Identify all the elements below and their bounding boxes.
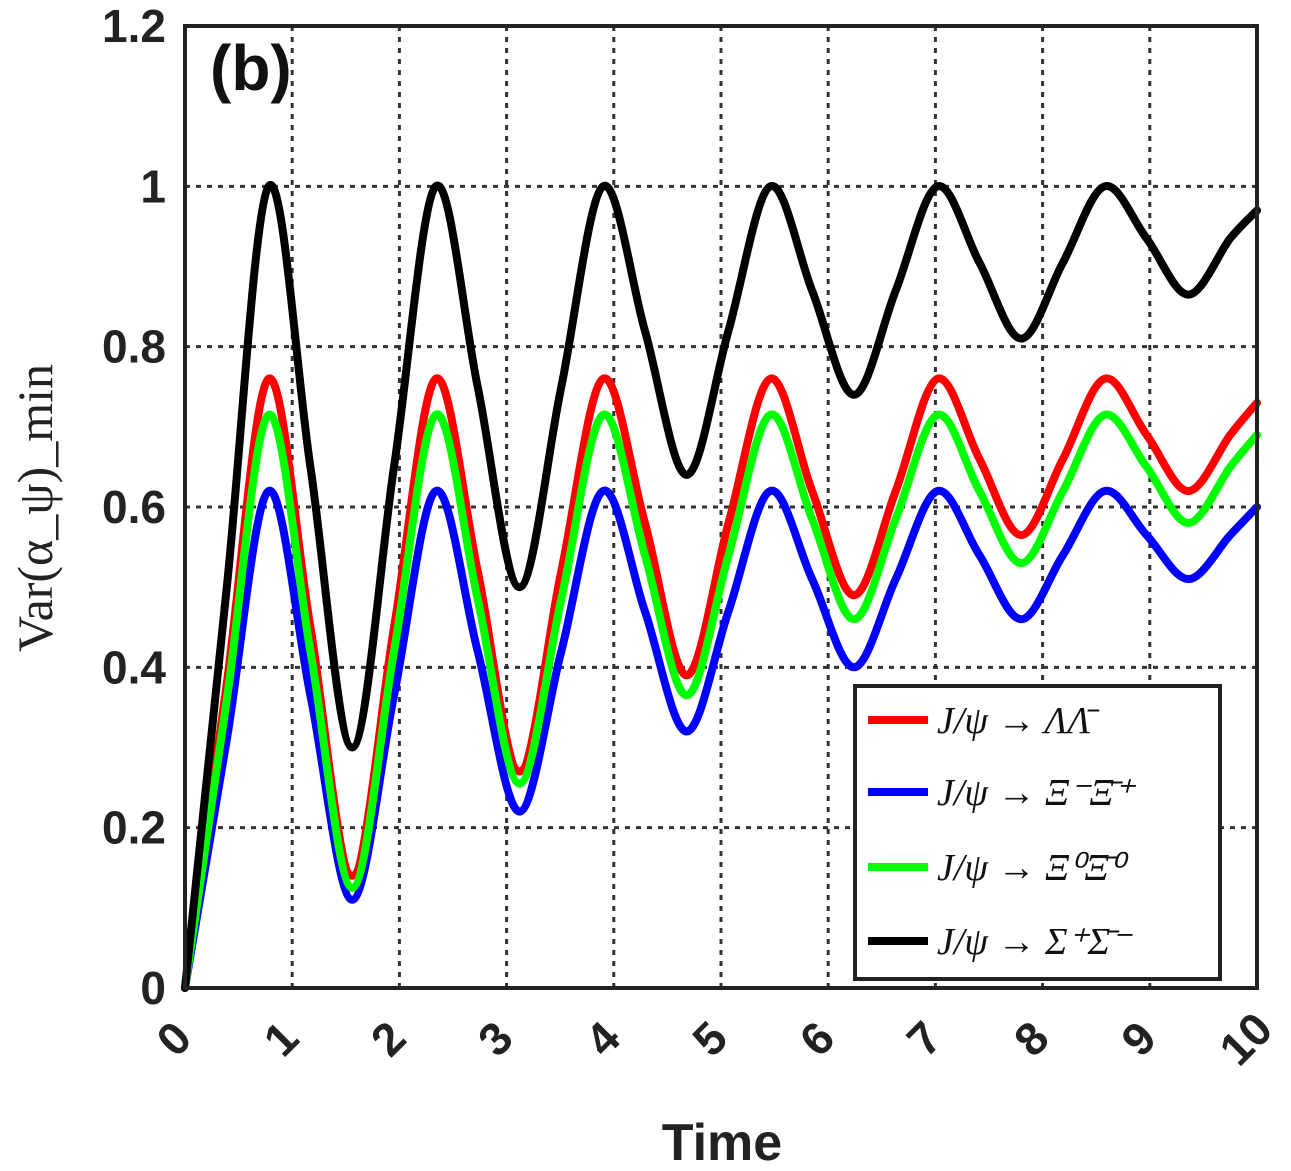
y-tick-label-6: 1.2	[102, 0, 166, 52]
x-tick-label-4: 4	[575, 1011, 630, 1066]
x-ticks: 0 1 2 3 4 5 6 7 8 9 10	[146, 1002, 1282, 1075]
series-group	[181, 180, 1261, 992]
y-tick-label-3: 0.6	[102, 481, 166, 533]
y-tick-label-1: 0.2	[102, 802, 166, 854]
x-tick-label-10: 10	[1209, 1002, 1282, 1075]
series-line-2	[181, 410, 1261, 992]
legend-box	[853, 684, 1222, 981]
series-line-3	[181, 180, 1261, 992]
x-tick-label-0: 0	[146, 1011, 201, 1066]
x-tick-label-7: 7	[897, 1011, 952, 1066]
x-tick-label-1: 1	[253, 1011, 308, 1066]
legend-entry-0: J/ψ → ΛΛ̄	[937, 700, 1100, 742]
x-axis-label: Time	[662, 1114, 782, 1171]
y-axis-label: Var(α_ψ)_min	[7, 364, 63, 652]
x-tick-label-3: 3	[468, 1011, 523, 1066]
x-tick-label-8: 8	[1004, 1011, 1059, 1066]
y-tick-label-5: 1	[140, 160, 166, 212]
x-tick-label-5: 5	[682, 1011, 737, 1066]
legend-entry-1: J/ψ → Ξ⁻Ξ̄⁺	[937, 772, 1137, 814]
panel-label: (b)	[210, 32, 292, 104]
x-tick-label-6: 6	[789, 1011, 844, 1066]
y-tick-label-0: 0	[140, 962, 166, 1014]
x-tick-label-9: 9	[1111, 1011, 1166, 1066]
legend: J/ψ → ΛΛ̄ J/ψ → Ξ⁻Ξ̄⁺ J/ψ → Ξ⁰Ξ̄⁰ J/ψ → …	[853, 684, 1222, 981]
axes-box	[183, 24, 1259, 990]
y-tick-label-4: 0.8	[102, 321, 166, 373]
legend-entry-2: J/ψ → Ξ⁰Ξ̄⁰	[937, 847, 1129, 889]
y-tick-label-2: 0.4	[102, 641, 166, 693]
x-tick-label-2: 2	[361, 1011, 416, 1066]
legend-entry-3: J/ψ → Σ⁺Σ̄⁻	[937, 921, 1133, 963]
y-ticks: 0 0.2 0.4 0.6 0.8 1 1.2	[102, 0, 166, 1014]
